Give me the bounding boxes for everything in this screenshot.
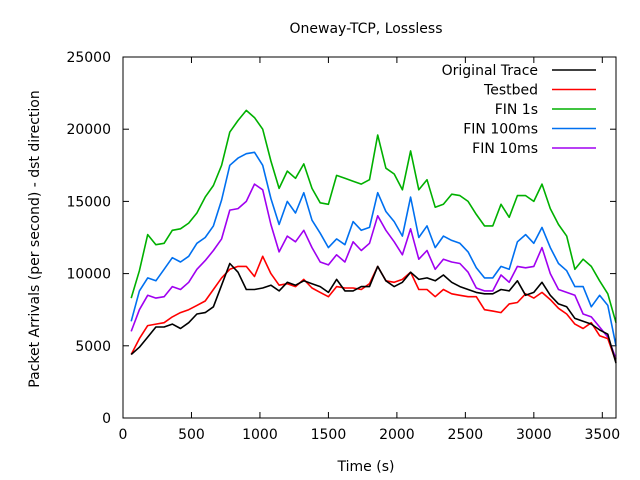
x-axis-label: Time (s) <box>337 459 395 475</box>
legend-label: FIN 100ms <box>463 122 538 138</box>
series-layer <box>130 109 617 364</box>
x-tick-label: 1500 <box>311 427 347 443</box>
x-tick-label: 0 <box>119 427 128 443</box>
y-tick-label: 25000 <box>66 50 111 66</box>
x-tick-label: 1000 <box>242 427 278 443</box>
x-tick-label: 3000 <box>516 427 552 443</box>
x-tick-label: 2000 <box>379 427 415 443</box>
y-tick-label: 20000 <box>66 122 111 138</box>
legend-label: FIN 1s <box>495 102 538 118</box>
series-line-testbed <box>130 255 617 362</box>
chart-title: Oneway-TCP, Lossless <box>290 21 443 37</box>
plot-frame <box>122 56 617 419</box>
y-tick-label: 15000 <box>66 194 111 210</box>
series-line-fin-1s <box>130 109 617 323</box>
y-tick-label: 10000 <box>66 267 111 283</box>
legend-label: Testbed <box>483 83 538 99</box>
y-axis-label: Packet Arrivals (per second) - dst direc… <box>27 90 43 387</box>
series-line-fin-100ms <box>130 151 617 346</box>
x-tick-label: 500 <box>178 427 205 443</box>
x-tick-label: 2500 <box>448 427 484 443</box>
series-line-original-trace <box>130 262 617 364</box>
y-tick-label: 0 <box>102 411 111 427</box>
y-tick-label: 5000 <box>75 339 111 355</box>
y-axis-ticks: 0 5000 10000 15000 20000 25000 <box>66 50 616 427</box>
legend: Original Trace Testbed FIN 1s FIN 100ms FIN … <box>442 63 596 157</box>
x-tick-label: 3500 <box>584 427 620 443</box>
x-axis-ticks: 0 500 1000 1500 2000 2500 3000 3500 <box>119 57 620 443</box>
legend-label: Original Trace <box>442 63 538 79</box>
legend-label: FIN 10ms <box>472 141 538 157</box>
series-line-fin-10ms <box>130 183 617 360</box>
